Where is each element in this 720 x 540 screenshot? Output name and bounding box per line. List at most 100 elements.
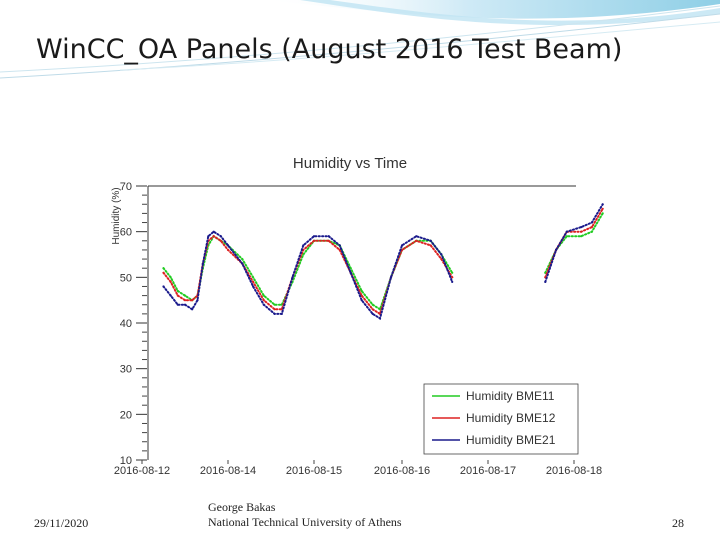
footer-author: George Bakas — [208, 500, 276, 514]
y-tick-label: 70 — [120, 181, 132, 193]
data-point — [565, 235, 568, 238]
series-group — [162, 203, 604, 320]
data-point — [601, 207, 604, 210]
x-axis-ticks: 2016-08-12 2016-08-14 2016-08-15 2016-08-16… — [114, 460, 602, 477]
series-humidity-bme21 — [162, 203, 604, 320]
data-point — [360, 299, 363, 302]
data-point — [378, 317, 382, 320]
data-point — [207, 235, 210, 238]
slide-header-decoration — [0, 0, 720, 79]
data-point — [196, 299, 199, 302]
data-point — [252, 280, 255, 283]
data-point — [183, 299, 187, 302]
data-point — [371, 312, 374, 315]
data-point — [169, 280, 172, 283]
data-point — [580, 230, 583, 233]
legend-label: Humidity BME12 — [466, 411, 556, 425]
data-point — [312, 239, 316, 242]
y-axis-label: Humidity (%) — [111, 187, 122, 244]
footer-institution: National Technical University of Athens — [208, 515, 402, 529]
data-point — [291, 276, 294, 279]
data-point — [601, 212, 604, 215]
data-point — [338, 244, 341, 247]
data-point — [273, 308, 276, 311]
x-tick-label: 2016-08-17 — [460, 465, 516, 477]
y-tick-label: 50 — [120, 272, 132, 284]
chart-title: Humidity vs Time — [293, 155, 407, 172]
data-point — [601, 203, 604, 206]
y-tick-label: 10 — [120, 455, 132, 467]
data-point — [440, 253, 443, 256]
data-point — [162, 271, 165, 274]
data-point — [590, 221, 593, 224]
data-point — [389, 276, 393, 279]
y-axis-ticks: 10 20 30 40 50 60 70 — [120, 181, 147, 467]
data-point — [241, 262, 244, 265]
data-point — [201, 262, 204, 265]
data-point — [544, 280, 547, 283]
data-point — [590, 226, 593, 229]
data-point — [415, 235, 418, 238]
data-point — [262, 303, 265, 306]
y-tick-label: 20 — [120, 409, 132, 421]
data-point — [191, 299, 194, 302]
x-tick-label: 2016-08-18 — [546, 465, 602, 477]
slide-title: WinCC_OA Panels (August 2016 Test Beam) — [36, 34, 623, 65]
legend-label: Humidity BME11 — [466, 389, 555, 403]
data-point — [349, 267, 352, 270]
x-tick-label: 2016-08-15 — [286, 465, 342, 477]
x-tick-label: 2016-08-16 — [374, 465, 430, 477]
data-point — [415, 239, 418, 242]
data-point — [371, 303, 374, 306]
x-tick-label: 2016-08-14 — [200, 465, 256, 477]
data-point — [400, 244, 404, 247]
data-point — [162, 267, 165, 270]
data-point — [252, 285, 255, 288]
data-point — [212, 230, 215, 233]
series-line — [544, 203, 604, 283]
data-point — [429, 244, 432, 247]
data-point — [219, 235, 222, 238]
data-point — [169, 276, 172, 279]
data-point — [273, 312, 276, 315]
data-point — [327, 235, 330, 238]
data-point — [176, 303, 179, 306]
data-point — [302, 244, 305, 247]
data-point — [262, 294, 265, 297]
data-point — [241, 258, 244, 261]
data-point — [219, 239, 222, 242]
y-tick-label: 60 — [120, 227, 132, 239]
data-point — [451, 271, 454, 274]
footer-author-block: George Bakas National Technical Universi… — [208, 500, 402, 530]
y-tick-label: 30 — [120, 364, 132, 376]
chart-legend: Humidity BME11 Humidity BME12 Humidity BME… — [423, 383, 579, 455]
data-point — [580, 226, 583, 229]
data-point — [252, 276, 255, 279]
data-point — [327, 239, 330, 242]
data-point — [262, 299, 265, 302]
data-point — [360, 294, 363, 297]
data-point — [226, 248, 230, 251]
data-point — [191, 308, 194, 311]
data-point — [451, 276, 454, 279]
data-point — [226, 244, 230, 247]
data-point — [349, 271, 352, 274]
data-point — [183, 303, 187, 306]
legend-label: Humidity BME21 — [466, 433, 556, 447]
footer-date: 29/11/2020 — [34, 516, 89, 530]
data-point — [212, 235, 215, 238]
data-point — [429, 239, 432, 242]
data-point — [590, 230, 593, 233]
data-point — [176, 289, 179, 293]
data-point — [360, 289, 363, 293]
data-point — [580, 235, 583, 238]
data-point — [371, 308, 374, 311]
data-point — [183, 294, 187, 297]
data-point — [280, 312, 283, 315]
x-tick-label: 2016-08-12 — [114, 465, 170, 477]
data-point — [565, 230, 568, 233]
data-point — [162, 285, 165, 288]
footer-page-number: 28 — [672, 516, 684, 530]
humidity-chart: Humidity vs Time Humidity (%) 10 20 30 40 50… — [88, 148, 604, 488]
data-point — [176, 294, 179, 297]
